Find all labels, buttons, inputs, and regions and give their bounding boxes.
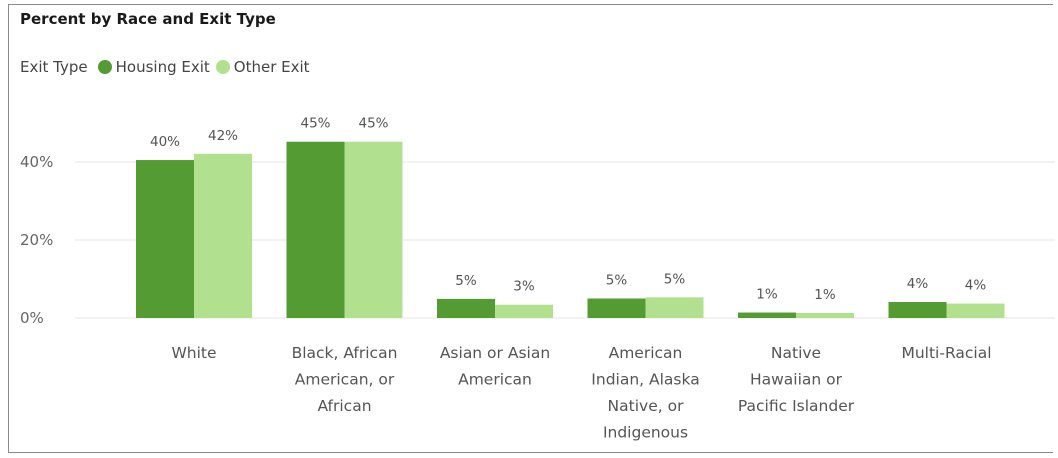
data-label: 1% bbox=[814, 287, 836, 303]
data-label: 4% bbox=[965, 278, 987, 294]
legend-swatch-other-exit bbox=[215, 60, 230, 74]
bar bbox=[495, 304, 553, 318]
bar bbox=[194, 153, 252, 318]
bar bbox=[738, 312, 796, 318]
y-tick-label: 20% bbox=[20, 231, 53, 249]
x-tick-label: Multi-Racial bbox=[901, 344, 991, 362]
bar bbox=[946, 303, 1005, 318]
legend-item-housing-exit[interactable]: Housing Exit bbox=[97, 58, 210, 76]
y-tick-label: 0% bbox=[20, 309, 44, 327]
bar bbox=[888, 302, 947, 318]
data-label: 5% bbox=[606, 273, 628, 289]
legend-item-other-exit[interactable]: Other Exit bbox=[215, 58, 310, 76]
bar bbox=[136, 160, 194, 318]
bar bbox=[286, 141, 345, 318]
legend-label-housing-exit: Housing Exit bbox=[115, 58, 210, 76]
legend-swatch-housing-exit bbox=[97, 60, 112, 74]
data-label: 40% bbox=[150, 134, 180, 150]
y-tick-label: 40% bbox=[20, 153, 53, 171]
legend-title: Exit Type bbox=[20, 58, 88, 76]
x-tick-label: American Indian, Alaska Native, or Indigeno… bbox=[591, 344, 699, 442]
data-label: 42% bbox=[208, 128, 238, 144]
bar bbox=[587, 298, 646, 318]
legend: Exit Type Housing Exit Other Exit bbox=[20, 58, 316, 76]
bar bbox=[344, 141, 403, 318]
data-label: 45% bbox=[358, 116, 388, 132]
data-label: 1% bbox=[756, 287, 778, 303]
data-label: 4% bbox=[907, 276, 929, 292]
bar bbox=[645, 297, 704, 318]
legend-label-other-exit: Other Exit bbox=[233, 58, 310, 76]
data-label: 45% bbox=[300, 116, 330, 132]
data-label: 5% bbox=[664, 271, 686, 287]
chart-title: Percent by Race and Exit Type bbox=[20, 10, 276, 28]
x-tick-label: Black, African American, or African bbox=[292, 344, 398, 415]
x-tick-label: Asian or Asian American bbox=[440, 344, 550, 389]
x-tick-label: White bbox=[171, 344, 216, 362]
data-label: 3% bbox=[513, 279, 535, 295]
bar bbox=[437, 298, 495, 318]
data-label: 5% bbox=[455, 273, 477, 289]
bar bbox=[796, 312, 854, 318]
x-tick-label: Native Hawaiian or Pacific Islander bbox=[738, 344, 855, 415]
